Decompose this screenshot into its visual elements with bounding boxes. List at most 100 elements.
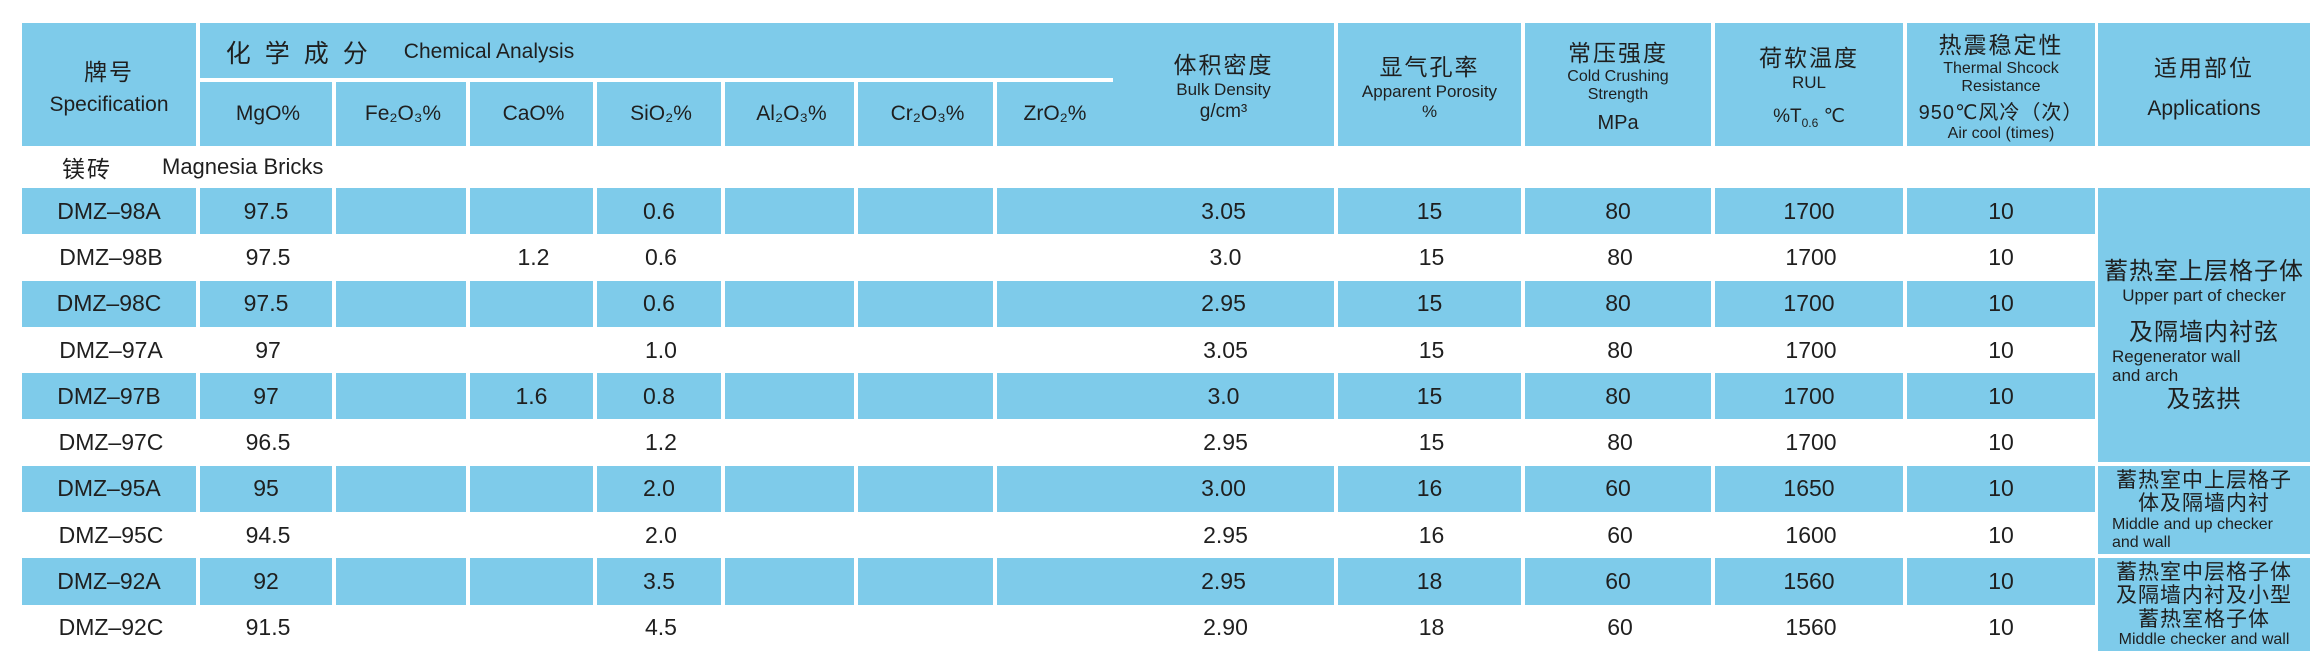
cell-ccs: 80 [1607,429,1633,456]
cell-bulk-density: 2.95 [1203,429,1248,456]
cell-thermal: 10 [1907,188,2095,235]
cell-porosity: 15 [1418,336,1445,363]
cell-porosity: 16 [1338,465,1525,513]
cell-fe2o3 [336,419,470,465]
cell-bulk-density: 2.95 [1113,558,1338,605]
cell-spec: DMZ–98C [22,280,200,327]
cell-cao [470,280,597,327]
cell-sio2: 1.0 [645,336,677,363]
cell-rul: 1650 [1715,465,1907,513]
column-header-specification: 牌号 Specification [22,23,200,146]
cell-cr2o3 [858,373,997,420]
cell-mgo: 92 [200,558,336,605]
column-header-applications: 适用部位 Applications [2098,23,2310,146]
rul-formula-sub: 0.6 [1801,115,1819,130]
cell-cr2o3 [858,558,997,605]
porosity-en: Apparent Porosity [1361,81,1498,101]
column-divider [854,78,858,146]
ccs-unit: MPa [1597,111,1639,134]
cell-spec: DMZ–98B [59,243,163,270]
cell-bulk-density: 2.95 [1113,280,1338,327]
cell-fe2o3 [336,512,470,558]
cell-cr2o3 [858,512,997,558]
cell-thermal: 10 [1907,280,2095,327]
app-b3-en1: Middle checker and wall [2118,631,2290,649]
cell-sio2: 0.6 [597,280,725,327]
column-divider [721,78,725,146]
cell-bulk-density: 2.90 [1203,614,1248,641]
ccs-zh: 常压强度 [1568,40,1668,67]
porosity-unit: % [1421,101,1438,121]
app-b1-en1: Upper part of checker [2122,285,2286,305]
cell-cao: 1.2 [517,243,550,270]
section-title-en: Magnesia Bricks [162,154,324,179]
cell-zro2 [997,465,1113,513]
cell-fe2o3 [336,280,470,327]
cell-bulk-density: 3.05 [1113,188,1338,235]
cell-mgo: 91.5 [245,614,291,641]
app-b2-en2: and wall [2112,533,2171,551]
cell-mgo: 95 [200,465,336,513]
cell-mgo: 96.5 [245,429,291,456]
cell-cao [470,419,597,465]
rul-en: RUL [1791,73,1826,93]
rul-zh: 荷软温度 [1759,45,1859,72]
cell-porosity: 15 [1338,188,1525,235]
cell-zro2 [997,558,1113,605]
column-header-bulk-density: 体积密度 Bulk Density g/cm³ [1113,23,1334,146]
cell-zro2 [997,605,1113,651]
cell-rul: 1600 [1785,521,1837,548]
cell-mgo: 97.5 [245,243,291,270]
cell-sio2: 2.0 [645,521,677,548]
ccs-en2: Strength [1587,86,1649,103]
cell-rul: 1700 [1715,188,1907,235]
cell-cao [470,465,597,513]
chemical-analysis-title-zh: 化学成分 [225,39,382,68]
thermal-zh2: 950℃风冷（次） [1918,102,2084,125]
cell-rul: 1560 [1715,558,1907,605]
cell-al2o3 [725,327,858,373]
cell-rul: 1700 [1715,373,1907,420]
cell-mgo: 97.5 [200,280,336,327]
cell-zro2 [997,373,1113,420]
column-header-cold-crushing-strength: 常压强度 Cold Crushing Strength MPa [1525,23,1715,146]
cell-rul: 1560 [1785,614,1837,641]
cell-thermal: 10 [1988,429,2014,456]
column-header-al2o3: Al₂O₃% [756,102,827,125]
cell-porosity: 15 [1338,373,1525,420]
column-header-cr2o3: Cr₂O₃% [890,102,965,125]
column-group-chemical-analysis: 化学成分 Chemical Analysis MgO% Fe₂O₃% CaO% … [200,23,1338,146]
cell-zro2 [997,327,1113,373]
column-header-thermal-shock: 热震稳定性 Thermal Shcock Resistance 950℃风冷（次… [1907,23,2095,146]
cell-al2o3 [725,558,858,605]
chemical-group-underline [200,78,1113,82]
cell-mgo: 97 [200,373,336,420]
cell-zro2 [997,280,1113,327]
cell-cao [470,558,597,605]
cell-cr2o3 [858,419,997,465]
cell-thermal: 10 [1907,373,2095,420]
cell-porosity: 15 [1418,243,1445,270]
column-header-zro2: ZrO₂% [1023,102,1087,125]
applications-zh: 适用部位 [2154,54,2254,81]
thermal-en1: Thermal Shcock [1943,60,2059,78]
cell-cao [470,188,597,235]
rul-formula: %T0.6 ℃ [1773,105,1845,130]
column-header-fe2o3: Fe₂O₃% [364,102,442,125]
column-header-rul: 荷软温度 RUL %T0.6 ℃ [1715,23,1907,146]
thermal-en3: Air cool (times) [1947,125,2055,143]
cell-cr2o3 [858,280,997,327]
spec-header-en: Specification [49,92,169,116]
cell-mgo: 97 [255,336,281,363]
cell-spec: DMZ–95A [22,465,200,513]
cell-rul: 1700 [1785,336,1837,363]
cell-ccs: 60 [1525,558,1715,605]
app-b2-zh2: 体及隔墙内衬 [2138,492,2270,516]
chemical-analysis-title-en: Chemical Analysis [403,39,575,63]
cell-sio2: 1.2 [645,429,677,456]
app-b3-zh1: 蓄热室中层格子体 [2116,560,2292,584]
bulk-density-unit: g/cm³ [1199,101,1248,123]
cell-fe2o3 [336,373,470,420]
cell-fe2o3 [336,558,470,605]
cell-spec: DMZ–92A [22,558,200,605]
